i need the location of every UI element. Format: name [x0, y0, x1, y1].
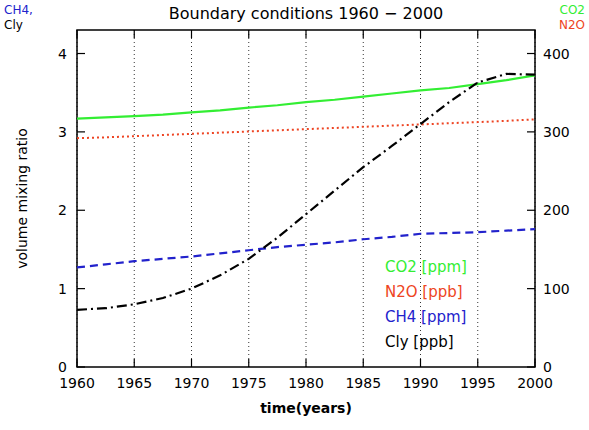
axis-annotation: N2O — [559, 18, 585, 32]
y2-tick — [527, 366, 535, 367]
series-line — [77, 75, 535, 118]
x-tick — [420, 359, 421, 367]
grid-line — [306, 30, 307, 367]
y2-tick — [527, 210, 535, 211]
series-line — [77, 74, 535, 310]
x-tick-label: 1965 — [116, 375, 152, 391]
x-tick — [534, 30, 535, 38]
x-tick — [420, 30, 421, 38]
x-tick — [248, 359, 249, 367]
x-tick — [305, 359, 306, 367]
x-tick — [191, 359, 192, 367]
axis-annotation: Cly — [4, 18, 23, 32]
axis-annotation: CO2 — [560, 3, 585, 17]
x-tick — [363, 30, 364, 38]
x-tick — [134, 30, 135, 38]
y-tick-label: 3 — [58, 124, 67, 140]
x-tick — [76, 359, 77, 367]
x-tick-label: 1990 — [403, 375, 439, 391]
y-tick-label: 2 — [58, 202, 67, 218]
series-line — [77, 119, 535, 138]
y-tick — [77, 53, 85, 54]
y2-tick-label: 0 — [543, 359, 552, 375]
y2-tick — [527, 288, 535, 289]
grid-line — [191, 30, 192, 367]
x-tick — [76, 30, 77, 38]
plot-frame — [77, 30, 535, 367]
x-tick-label: 1995 — [460, 375, 496, 391]
chart-root: 1960196519701975198019851990199520000123… — [0, 0, 589, 430]
grid-line — [363, 30, 364, 367]
y-axis-label: volume mixing ratio — [14, 128, 30, 269]
y-tick-label: 1 — [58, 281, 67, 297]
y-tick — [77, 288, 85, 289]
x-tick-label: 1960 — [59, 375, 95, 391]
series-group — [77, 74, 535, 310]
title: Boundary conditions 1960 − 2000 — [169, 4, 444, 23]
legend-entry: N2O [ppb] — [385, 283, 463, 301]
y-tick-label: 0 — [58, 359, 67, 375]
legend-entry: Cly [ppb] — [385, 333, 454, 351]
y-tick — [77, 131, 85, 132]
x-tick — [248, 30, 249, 38]
x-axis-label: time(years) — [260, 400, 352, 416]
grid-line — [477, 30, 478, 367]
x-tick-label: 1970 — [174, 375, 210, 391]
y-tick — [77, 210, 85, 211]
y-tick-label: 4 — [58, 46, 67, 62]
legend-entry: CO2 [ppm] — [385, 258, 467, 276]
axis-annotation: CH4, — [4, 3, 33, 17]
x-tick — [363, 359, 364, 367]
chart: 1960196519701975198019851990199520000123… — [0, 0, 589, 430]
grid-line — [248, 30, 249, 367]
x-tick — [134, 359, 135, 367]
y-tick — [77, 366, 85, 367]
x-tick-label: 2000 — [517, 375, 553, 391]
x-tick-label: 1975 — [231, 375, 267, 391]
x-tick — [534, 359, 535, 367]
y2-tick — [527, 131, 535, 132]
x-tick — [191, 30, 192, 38]
x-tick-label: 1980 — [288, 375, 324, 391]
grid-line — [134, 30, 135, 367]
x-tick-label: 1985 — [345, 375, 381, 391]
y2-tick-label: 200 — [543, 202, 570, 218]
x-tick — [477, 30, 478, 38]
y2-tick-label: 300 — [543, 124, 570, 140]
y2-tick-label: 400 — [543, 46, 570, 62]
y2-tick-label: 100 — [543, 281, 570, 297]
y2-tick — [527, 53, 535, 54]
legend-entry: CH4 [ppm] — [385, 308, 466, 326]
x-tick — [305, 30, 306, 38]
x-tick — [477, 359, 478, 367]
